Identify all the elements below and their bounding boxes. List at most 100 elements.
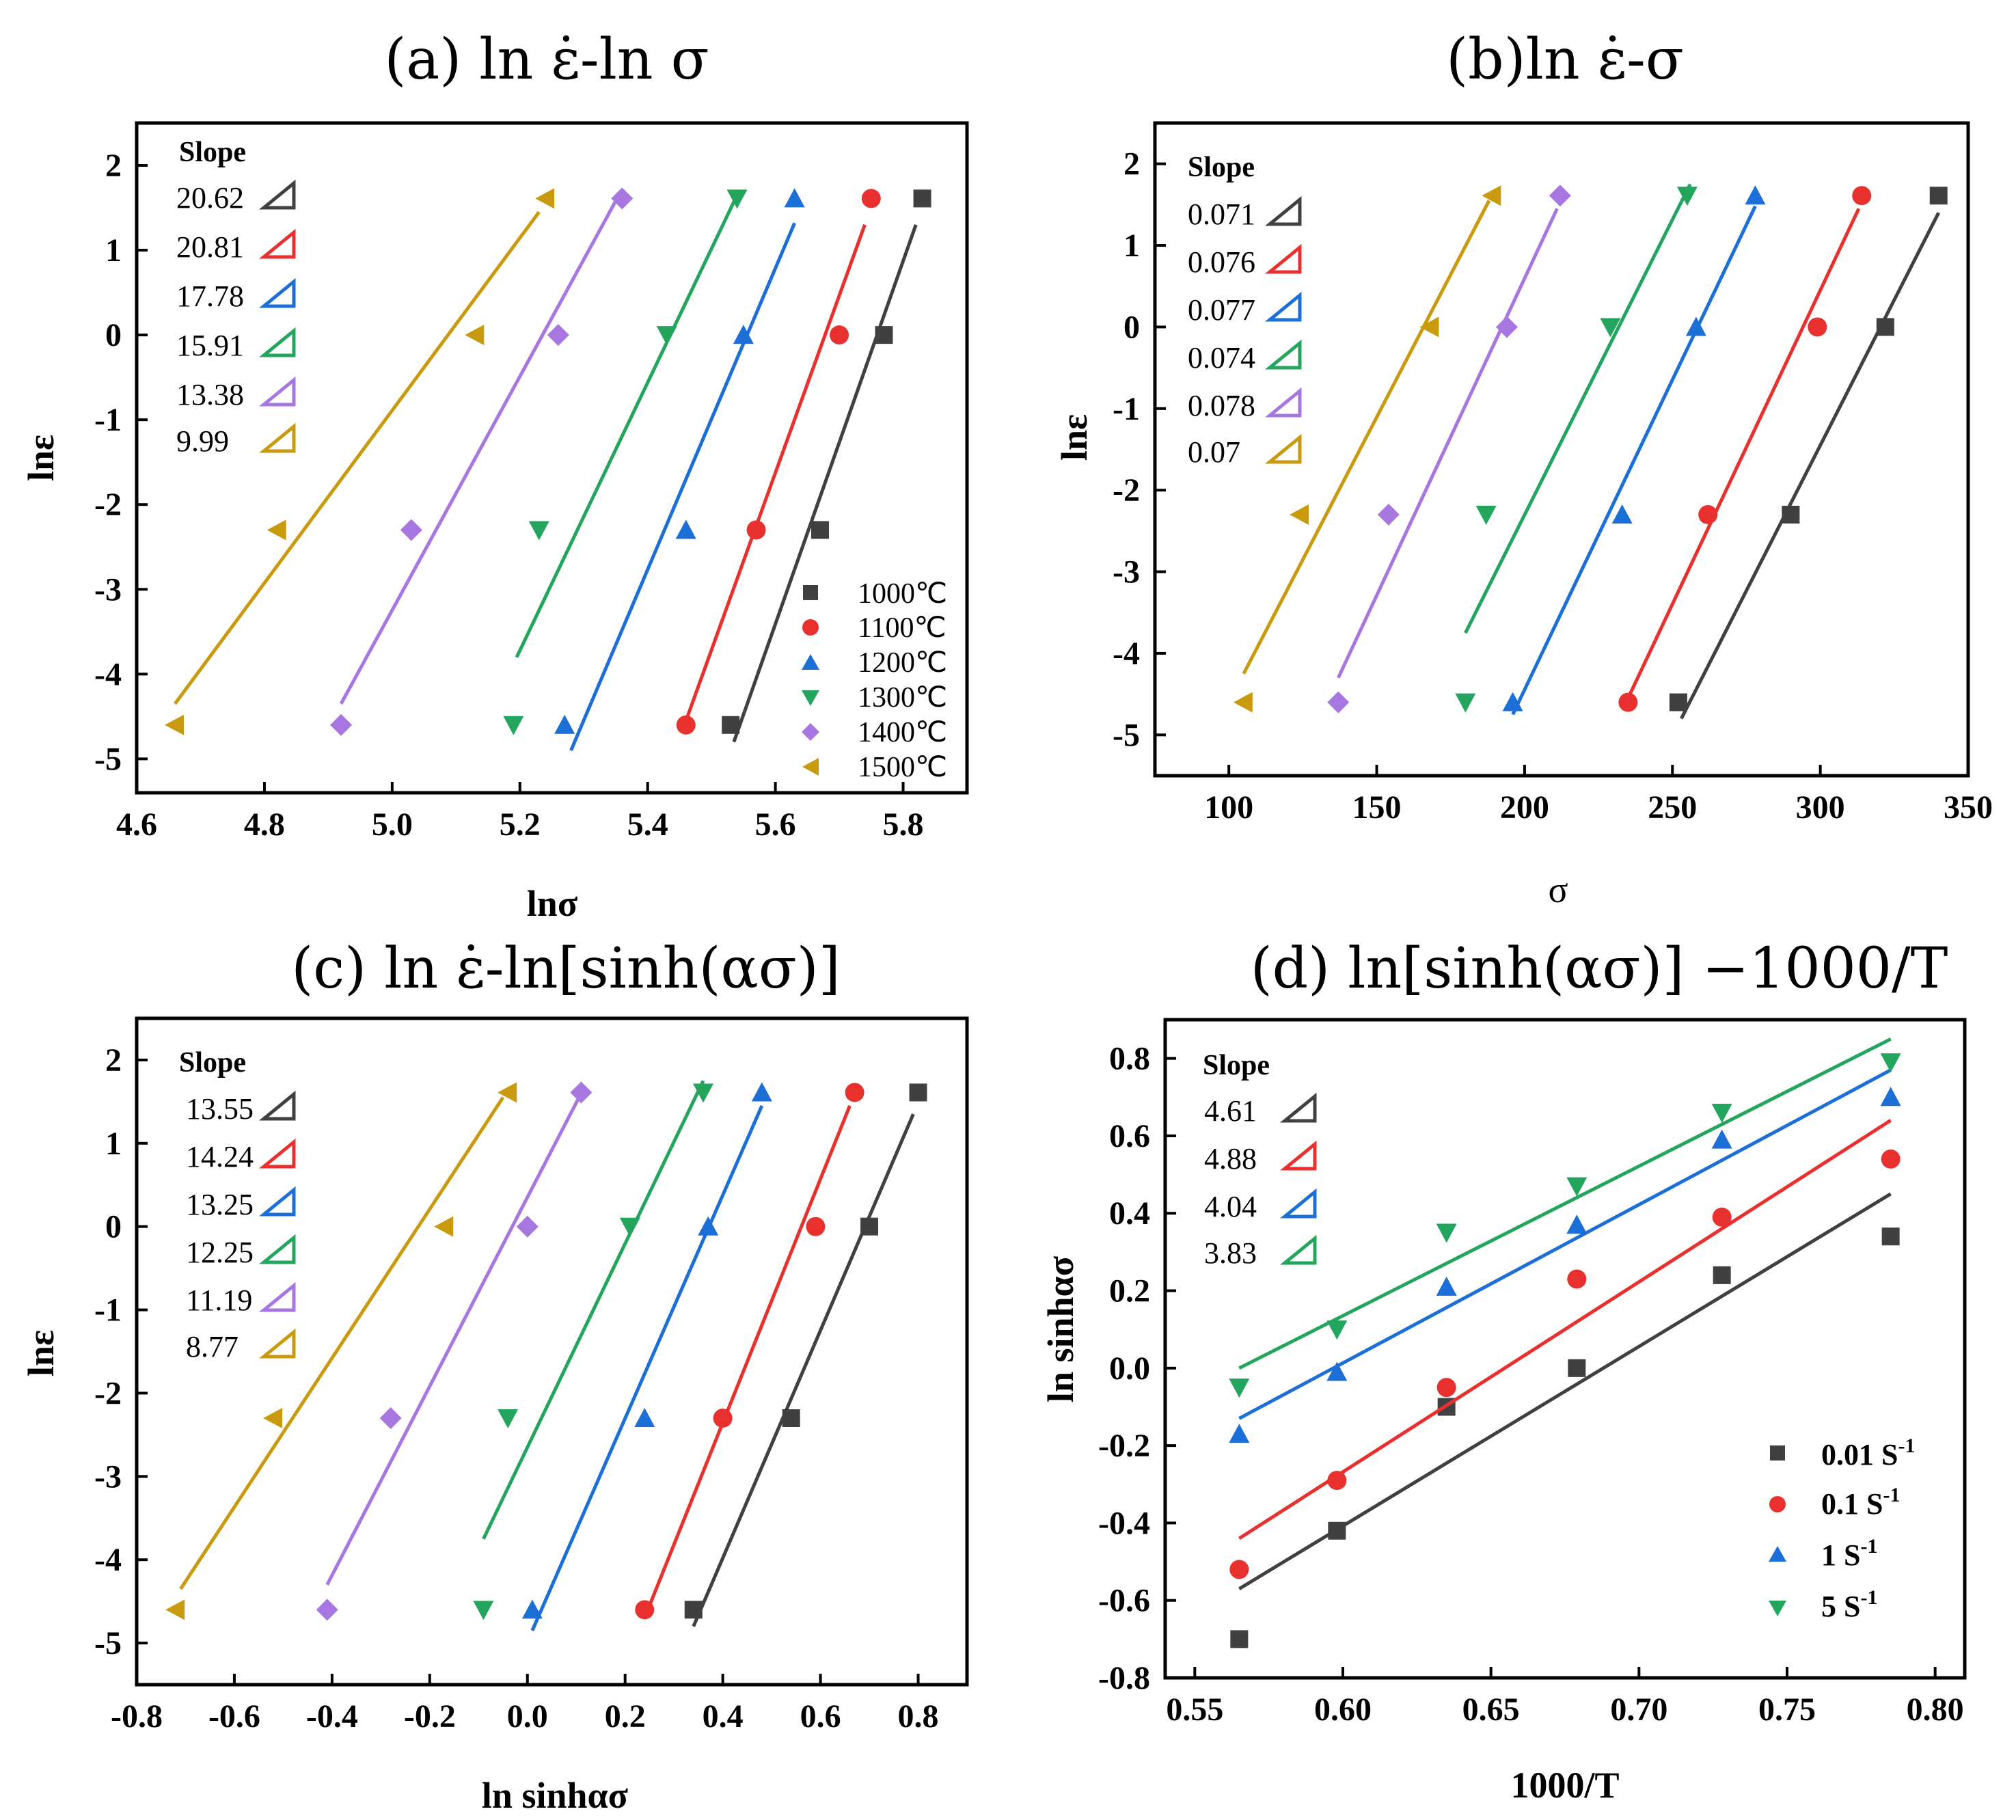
slope-value: 17.78	[176, 280, 244, 313]
data-point	[330, 714, 353, 736]
slope-triangle-icon	[1264, 243, 1302, 274]
data-point	[1328, 1521, 1346, 1540]
data-point	[503, 716, 524, 735]
data-point	[1229, 1424, 1250, 1443]
data-point	[1880, 1087, 1901, 1106]
panel-a-title: (a) ln ε̇-ln σ	[384, 27, 709, 92]
y-tick-label: 0	[1123, 309, 1140, 345]
x-tick-label: 0.2	[605, 1698, 646, 1735]
legend-entry: 1300℃	[802, 682, 947, 714]
fit-line	[1238, 1068, 1892, 1420]
legend-entry: 1 S-1	[1769, 1535, 1877, 1572]
data-point	[1685, 316, 1706, 336]
data-point	[1475, 506, 1497, 525]
slope-triangle-icon	[1264, 195, 1302, 226]
x-tick-label: 250	[1648, 789, 1697, 826]
data-point	[722, 716, 740, 734]
data-point	[516, 1215, 539, 1238]
slope-entry: 0.07	[1188, 433, 1302, 469]
data-point	[1929, 187, 1948, 205]
y-tick-label: -3	[94, 1458, 122, 1495]
x-tick-label: 0.8	[898, 1698, 939, 1735]
fit-line	[325, 1092, 583, 1586]
data-point	[434, 1216, 454, 1237]
x-tick-label: 0.80	[1907, 1692, 1964, 1728]
panel-a-ylabel: lnε	[21, 435, 62, 481]
data-point	[535, 188, 555, 209]
y-tick-label: 1	[1123, 228, 1140, 264]
legend-label-exponent: -1	[1898, 1435, 1915, 1457]
legend-label: 0.01 S-1	[1821, 1435, 1915, 1471]
y-tick-label: 1	[105, 1126, 122, 1162]
data-point	[1326, 1320, 1348, 1340]
data-point	[698, 1216, 719, 1236]
slope-triangle-icon	[258, 1090, 296, 1121]
x-tick-label: 0.60	[1314, 1692, 1372, 1728]
panel-d-slope-legend: Slope 4.61 4.88 4.04 3.83	[1203, 1050, 1317, 1270]
panel-c-title: (c) ln ε̇-ln[sinh(ασ)]	[291, 936, 841, 1001]
slope-triangle-icon	[1264, 433, 1302, 464]
legend-entry: 1100℃	[802, 612, 946, 644]
data-point	[1229, 1378, 1250, 1398]
legend-label: 1200℃	[858, 647, 947, 679]
data-point	[316, 1599, 338, 1621]
y-tick-label: -5	[1113, 717, 1140, 753]
slope-entry: 20.62	[176, 179, 296, 215]
fit-line	[692, 1113, 915, 1627]
panel-a-temperature-legend: 1000℃ 1100℃ 1200℃ 1300℃ 1400℃ 1500℃	[802, 578, 947, 783]
y-tick-label: -2	[94, 1375, 122, 1411]
slope-entry: 0.077	[1188, 291, 1302, 327]
slope-value: 12.25	[186, 1236, 254, 1269]
x-tick-label: -0.6	[208, 1698, 260, 1735]
x-tick-label: 5.2	[500, 806, 541, 843]
x-tick-label: 4.6	[116, 806, 157, 843]
slope-value: 4.61	[1204, 1094, 1257, 1128]
panel-d-rate-legend: 0.01 S-1 0.1 S-1 1 S-1 5 S-1	[1769, 1435, 1915, 1623]
data-point	[784, 188, 805, 208]
data-point	[554, 714, 575, 734]
data-point	[1566, 1177, 1588, 1197]
slope-value: 0.074	[1188, 341, 1255, 375]
data-point	[547, 324, 569, 347]
slope-entry: 17.78	[176, 277, 296, 313]
x-tick-label: -0.8	[111, 1698, 163, 1735]
y-tick-label: 0.2	[1109, 1273, 1150, 1309]
y-tick-label: 0	[105, 1209, 122, 1245]
y-tick-label: -4	[94, 1542, 122, 1578]
panel-d-ylabel: ln sinhασ	[1040, 1255, 1081, 1402]
panel-b-plot-frame	[1153, 121, 1970, 778]
data-point	[498, 1082, 517, 1103]
x-tick-label: 0.75	[1758, 1692, 1816, 1728]
legend-label-base: 1 S	[1821, 1538, 1860, 1572]
slope-entry: 0.076	[1188, 243, 1302, 279]
data-point	[875, 326, 893, 344]
x-tick-label: 5.8	[883, 806, 924, 843]
slope-triangle-icon	[1279, 1188, 1317, 1219]
slope-entry: 11.19	[186, 1281, 296, 1317]
x-tick-label: 5.4	[627, 806, 668, 843]
x-tick-label: 4.8	[244, 806, 285, 843]
panel-d-marks: 0.55 0.60 0.65 0.70 0.75 0.80 0.8 0.6 0.4 0.2 0.0 -…	[1098, 1037, 1964, 1728]
data-point	[1436, 1378, 1456, 1398]
y-tick-label: 0.0	[1109, 1350, 1150, 1387]
panel-c-marks: -0.8 -0.6 -0.4 -0.2 0.0 0.2 0.4 0.6 0.8 2 1 0 -1 -2 -3…	[94, 1042, 939, 1735]
legend-label-base: 0.1 S	[1821, 1487, 1883, 1521]
slope-triangle-icon	[1264, 291, 1302, 322]
data-point	[611, 187, 634, 210]
panel-c-ylabel: lnε	[21, 1330, 62, 1376]
data-point	[693, 1083, 714, 1103]
data-point	[675, 519, 696, 539]
fit-line	[1238, 1192, 1892, 1590]
data-point	[782, 1409, 800, 1427]
data-point	[1568, 1359, 1586, 1377]
data-point	[570, 1081, 592, 1104]
legend-label: 1100℃	[858, 612, 946, 644]
data-point	[1419, 316, 1439, 338]
y-tick-label: -2	[1113, 472, 1140, 508]
slope-entry: 14.24	[186, 1138, 296, 1173]
slope-triangle-icon	[1264, 339, 1302, 370]
slope-triangle-icon	[1264, 387, 1302, 418]
legend-label: 1400℃	[858, 717, 947, 748]
panel-c-slope-legend: Slope 13.55 14.24 13.25 12.25 11.19 8.77	[179, 1047, 296, 1363]
data-point	[1326, 1361, 1348, 1381]
